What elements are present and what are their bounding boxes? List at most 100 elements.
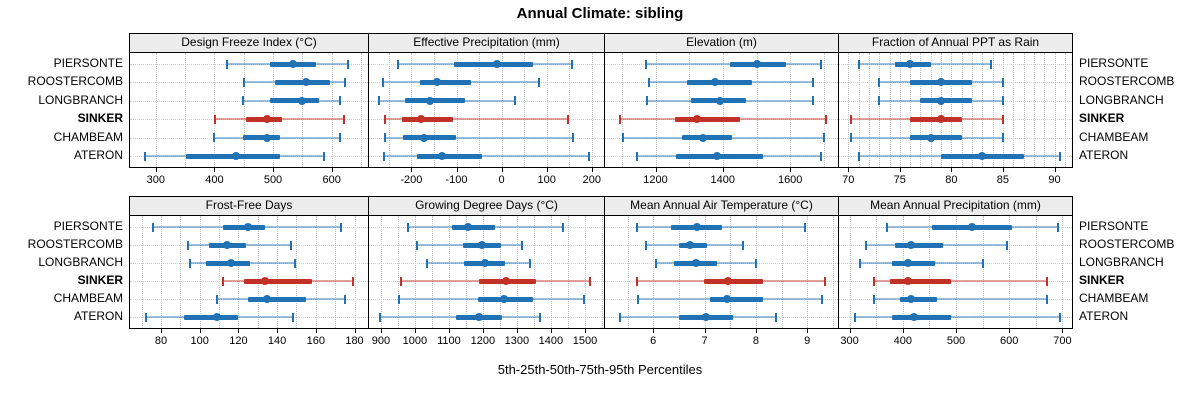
- gridline-h: [130, 82, 368, 84]
- gridline-v: [388, 53, 390, 167]
- median-dot: [716, 96, 725, 105]
- median-dot: [289, 60, 297, 68]
- whisker-cap-5: [878, 96, 881, 106]
- whisker-cap-95: [754, 258, 757, 268]
- axis-tick-label: 400: [205, 174, 224, 186]
- whisker-cap-95: [293, 258, 296, 268]
- x-axis-frost-free-days: 80 100 120 140 160 180: [129, 329, 369, 351]
- gridline-v: [516, 216, 518, 328]
- axis-tick: [546, 168, 548, 172]
- whisker-cap-95: [1057, 222, 1060, 232]
- whisker-cap-5: [384, 133, 387, 143]
- gridline-h: [839, 317, 1072, 318]
- whisker-cap-95: [822, 133, 825, 143]
- whisker-cap-95: [561, 222, 564, 232]
- whisker-cap-95: [344, 77, 347, 87]
- gridline-v: [1033, 53, 1035, 167]
- gridline-v: [858, 53, 860, 167]
- whisker-cap-5: [397, 294, 400, 304]
- whisker-cap-95: [513, 96, 516, 106]
- gridline-v: [1023, 53, 1025, 167]
- axis-tick: [411, 168, 413, 172]
- interquartile-box-25-75: [892, 314, 951, 320]
- whisker-cap-5: [635, 276, 638, 286]
- gridline-v: [602, 216, 603, 328]
- gridline-v: [1009, 216, 1011, 328]
- site-label-right-ateron: ATERON: [1079, 309, 1129, 323]
- gridline-v: [982, 216, 984, 328]
- axis-tick: [315, 329, 317, 333]
- interquartile-box-25-75: [920, 98, 972, 104]
- axis-tick-label: 1100: [437, 335, 461, 347]
- median-dot: [692, 259, 701, 267]
- gridline-v: [482, 216, 484, 328]
- median-dot: [262, 133, 271, 142]
- gridline-h: [369, 137, 604, 139]
- axis-tick: [238, 329, 240, 333]
- whisker-cap-5: [144, 151, 147, 161]
- gridline-v: [1054, 53, 1056, 167]
- panel-header-growing-degree-days-c: Growing Degree Days (°C): [368, 196, 605, 216]
- axis-tick: [653, 329, 655, 333]
- whisker-cap-5: [854, 312, 856, 322]
- median-dot: [699, 133, 707, 142]
- x-axis-mean-annual-air-temperature-c: 6 7 8 9: [604, 329, 839, 351]
- gridline-v: [568, 216, 569, 328]
- axis-tick: [655, 168, 657, 172]
- panel-header-mean-annual-air-temperature-c: Mean Annual Air Temperature (°C): [604, 196, 839, 216]
- axis-tick: [591, 168, 593, 172]
- x-axis-mean-annual-precipitation-mm: 300 400 500 600 700: [838, 329, 1073, 351]
- interquartile-box-25-75: [184, 314, 239, 320]
- gridline-h: [605, 263, 838, 264]
- gridline-v: [972, 53, 973, 167]
- axis-tick-label: 9: [804, 335, 811, 347]
- axis-tick-label: 1200: [470, 335, 496, 347]
- axis-tick: [848, 168, 850, 172]
- gridline-v: [524, 53, 526, 167]
- panel-plot-effective-precipitation-mm: [368, 52, 605, 168]
- site-label-right-sinker: SINKER: [1079, 273, 1125, 287]
- whisker-cap-95: [351, 276, 354, 286]
- axis-tick: [516, 329, 518, 333]
- whisker-cap-95: [989, 59, 992, 69]
- whisker-cap-5: [878, 77, 881, 87]
- axis-tick-label: 90: [1048, 174, 1061, 186]
- whisker-cap-5: [144, 312, 147, 322]
- whisker-cap-5: [383, 151, 386, 161]
- whisker-cap-95: [583, 294, 586, 304]
- interquartile-box-25-75: [269, 98, 320, 104]
- whisker-cap-5: [648, 77, 651, 87]
- median-dot: [904, 277, 913, 285]
- median-dot: [906, 60, 915, 68]
- site-label-right-longbranch: LONGBRANCH: [1079, 255, 1164, 269]
- median-dot: [978, 152, 987, 160]
- whisker-cap-5: [400, 276, 402, 286]
- axis-tick: [161, 329, 162, 333]
- gridline-v: [1013, 53, 1015, 167]
- gridline-v: [585, 216, 586, 328]
- gridline-v: [876, 216, 878, 328]
- interquartile-box-25-75: [248, 296, 306, 302]
- median-dot: [263, 295, 272, 303]
- gridline-v: [397, 216, 399, 328]
- gridline-v: [199, 216, 201, 328]
- whisker-cap-5: [426, 258, 429, 268]
- whisker-cap-95: [811, 96, 814, 106]
- gridline-h: [605, 245, 838, 246]
- gridline-v: [678, 216, 680, 328]
- whisker-cap-5: [213, 133, 216, 143]
- x-axis-effective-precipitation-mm: -200 -100 0 100 200: [368, 168, 605, 190]
- gridline-h: [130, 100, 368, 102]
- panel-header-effective-precipitation-mm: Effective Precipitation (mm): [368, 33, 605, 53]
- figure-title: Annual Climate: sibling: [516, 5, 684, 22]
- whisker-cap-5: [635, 222, 638, 232]
- gridline-v: [546, 53, 548, 167]
- gridline-v: [479, 53, 481, 167]
- axis-tick: [354, 329, 356, 333]
- gridline-v: [941, 53, 943, 167]
- median-dot: [904, 259, 913, 267]
- whisker-cap-5: [857, 59, 860, 69]
- gridline-v: [722, 53, 724, 167]
- panel-header-mean-annual-precipitation-mm: Mean Annual Precipitation (mm): [838, 196, 1073, 216]
- whisker-cap-95: [291, 312, 294, 322]
